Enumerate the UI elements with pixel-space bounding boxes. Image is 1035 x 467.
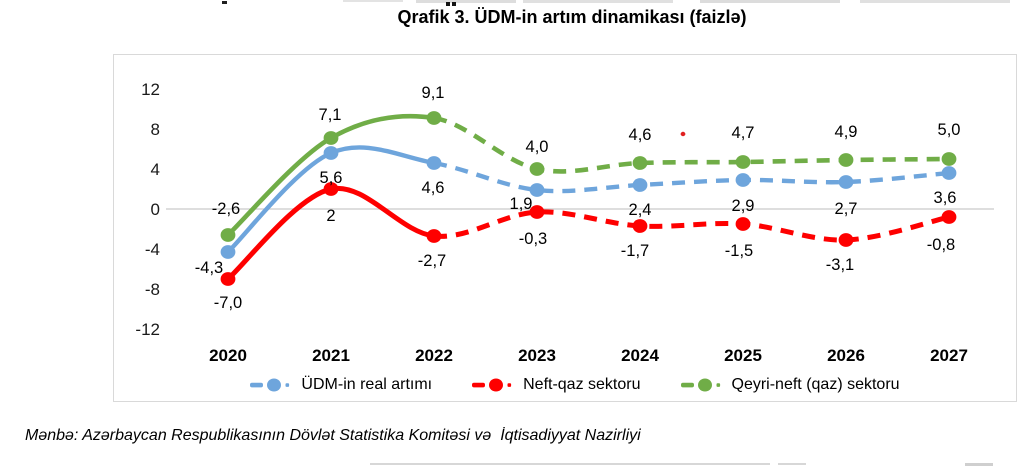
legend-marker-icon-neft-qaz-sektoru: [472, 378, 512, 392]
data-label-neft-qaz-sektoru-2021: 2: [326, 207, 335, 225]
data-label-qeyri-neft-qaz-sektoru-2020: -2,6: [212, 200, 240, 218]
series-line-dashed-üdm-in-real-artımı: [433, 160, 950, 194]
data-label-qeyri-neft-qaz-sektoru-2024: 4,6: [629, 126, 652, 144]
clipped-text-fragment: [446, 2, 450, 6]
y-axis-tick-label: 4: [151, 160, 160, 179]
data-point-marker-qeyri-neft-qaz-sektoru-2026: [838, 153, 854, 167]
data-point-marker-üdm-in-real-artımı-2022: [426, 156, 442, 170]
x-axis-label-2020: 2020: [209, 346, 247, 365]
legend-label: ÜDM-in real artımı: [301, 376, 433, 393]
data-point-marker-qeyri-neft-qaz-sektoru-2022: [426, 111, 442, 125]
data-point-marker-qeyri-neft-qaz-sektoru-2025: [735, 155, 751, 169]
source-note: Mənbə: Azərbaycan Respublikasının Dövlət…: [25, 427, 641, 444]
data-point-marker-üdm-in-real-artımı-2023: [529, 183, 545, 197]
legend-label: Neft-qaz sektoru: [523, 376, 641, 393]
clipped-text-fragment: [700, 0, 840, 3]
data-label-üdm-in-real-artımı-2027: 3,6: [934, 189, 957, 207]
data-point-marker-üdm-in-real-artımı-2021: [323, 146, 339, 160]
x-axis-label-2023: 2023: [518, 346, 556, 365]
data-point-marker-üdm-in-real-artımı-2026: [838, 175, 854, 189]
clipped-text-fragment: [222, 1, 227, 4]
y-axis-tick-label: -12: [135, 320, 160, 339]
clipped-text-fragment: [452, 2, 456, 6]
data-label-qeyri-neft-qaz-sektoru-2027: 5,0: [938, 121, 961, 139]
y-axis-tick-label: 12: [141, 80, 160, 99]
data-point-marker-qeyri-neft-qaz-sektoru-2024: [632, 156, 648, 170]
series-line-dashed-qeyri-neft-qaz-sektoru: [433, 115, 950, 174]
data-point-marker-neft-qaz-sektoru-2021: [323, 182, 339, 196]
data-label-üdm-in-real-artımı-2022: 4,6: [422, 179, 445, 197]
clipped-text-fragment: [965, 463, 993, 466]
stray-red-dot-artifact: [680, 131, 686, 137]
x-axis-label-2027: 2027: [930, 346, 968, 365]
clipped-text-fragment: [416, 0, 516, 3]
data-point-marker-qeyri-neft-qaz-sektoru-2020: [220, 228, 236, 242]
data-point-marker-neft-qaz-sektoru-2024: [632, 219, 648, 233]
x-axis-label-2022: 2022: [415, 346, 453, 365]
y-axis-tick-label: 0: [151, 200, 160, 219]
data-label-üdm-in-real-artımı-2020: -4,3: [195, 259, 223, 277]
data-point-marker-neft-qaz-sektoru-2022: [426, 229, 442, 243]
data-label-neft-qaz-sektoru-2020: -7,0: [214, 294, 242, 312]
data-label-qeyri-neft-qaz-sektoru-2022: 9,1: [422, 84, 445, 102]
x-axis-label-2025: 2025: [724, 346, 762, 365]
y-axis-tick-label: -4: [145, 240, 160, 259]
data-label-neft-qaz-sektoru-2025: -1,5: [725, 242, 753, 260]
data-label-neft-qaz-sektoru-2027: -0,8: [927, 236, 955, 254]
clipped-text-fragment: [860, 0, 1010, 3]
series-line-dashed-neft-qaz-sektoru: [433, 209, 950, 243]
data-point-marker-qeyri-neft-qaz-sektoru-2021: [323, 131, 339, 145]
clipped-text-fragment: [343, 0, 403, 2]
clipped-text-fragment: [523, 0, 673, 3]
gdp-growth-line-chart: 12 8 4 0 -4 -8 -12 2020 2021 2022 2023 2024 2025 2026…: [135, 80, 994, 365]
data-label-üdm-in-real-artımı-2025: 2,9: [732, 197, 755, 215]
chart-container: 12 8 4 0 -4 -8 -12 2020 2021 2022 2023 2024 2025 2026…: [113, 54, 1017, 402]
data-point-marker-üdm-in-real-artımı-2024: [632, 178, 648, 192]
clipped-text-fragment: [778, 463, 806, 465]
data-label-qeyri-neft-qaz-sektoru-2026: 4,9: [835, 123, 858, 141]
data-label-qeyri-neft-qaz-sektoru-2023: 4,0: [526, 138, 549, 156]
data-label-üdm-in-real-artımı-2023: 1,9: [510, 195, 533, 213]
data-label-üdm-in-real-artımı-2021: 5,6: [320, 169, 343, 187]
legend-marker-icon-qeyri-neft-qaz-sektoru: [680, 378, 720, 392]
data-label-üdm-in-real-artımı-2026: 2,7: [835, 200, 858, 218]
legend-item-neft-qaz-sektoru: Neft-qaz sektoru: [472, 376, 641, 394]
x-axis-label-2026: 2026: [827, 346, 865, 365]
data-label-neft-qaz-sektoru-2024: -1,7: [621, 242, 649, 260]
data-point-marker-neft-qaz-sektoru-2023: [529, 205, 545, 219]
data-label-neft-qaz-sektoru-2026: -3,1: [826, 256, 854, 274]
data-point-marker-qeyri-neft-qaz-sektoru-2023: [529, 162, 545, 176]
data-point-marker-neft-qaz-sektoru-2020: [220, 272, 236, 286]
y-axis-tick-label: -8: [145, 280, 160, 299]
data-point-marker-üdm-in-real-artımı-2027: [941, 166, 957, 180]
legend-marker-icon-üdm-in-real-artımı: [250, 378, 290, 392]
chart-title: Qrafik 3. ÜDM-in artım dinamikası (faizl…: [397, 7, 747, 27]
clipped-text-fragment: [370, 463, 770, 465]
data-label-neft-qaz-sektoru-2023: -0,3: [519, 230, 547, 248]
data-point-marker-üdm-in-real-artımı-2025: [735, 173, 751, 187]
y-axis-tick-label: 8: [151, 120, 160, 139]
data-point-marker-qeyri-neft-qaz-sektoru-2027: [941, 152, 957, 166]
data-point-marker-neft-qaz-sektoru-2026: [838, 233, 854, 247]
data-label-qeyri-neft-qaz-sektoru-2025: 4,7: [732, 124, 755, 142]
data-label-neft-qaz-sektoru-2022: -2,7: [418, 252, 446, 270]
x-axis-label-2024: 2024: [621, 346, 659, 365]
x-axis-label-2021: 2021: [312, 346, 350, 365]
data-label-üdm-in-real-artımı-2024: 2,4: [629, 201, 652, 219]
chart-legend: ÜDM-in real artımı Neft-qaz sektoru Qeyri-…: [124, 376, 1026, 394]
legend-label: Qeyri-neft (qaz) sektoru: [731, 376, 900, 393]
data-point-marker-üdm-in-real-artımı-2020: [220, 245, 236, 259]
data-point-marker-neft-qaz-sektoru-2027: [941, 210, 957, 224]
data-label-qeyri-neft-qaz-sektoru-2021: 7,1: [319, 106, 342, 124]
data-point-marker-neft-qaz-sektoru-2025: [735, 217, 751, 231]
legend-item-qeyri-neft-qaz-sektoru: Qeyri-neft (qaz) sektoru: [680, 376, 900, 394]
legend-item-üdm-in-real-artımı: ÜDM-in real artımı: [250, 376, 432, 394]
